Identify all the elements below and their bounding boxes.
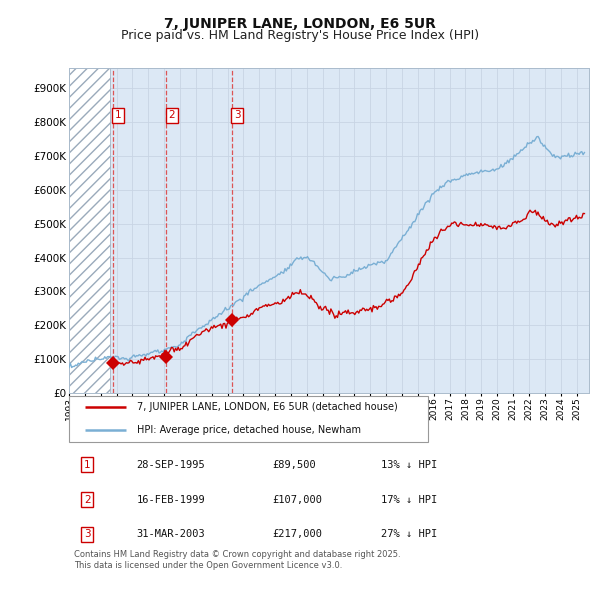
- Text: HPI: Average price, detached house, Newham: HPI: Average price, detached house, Newh…: [137, 425, 361, 435]
- FancyBboxPatch shape: [69, 396, 428, 442]
- Text: 31-MAR-2003: 31-MAR-2003: [137, 529, 205, 539]
- Text: 1: 1: [115, 110, 122, 120]
- Text: 7, JUNIPER LANE, LONDON, E6 5UR: 7, JUNIPER LANE, LONDON, E6 5UR: [164, 17, 436, 31]
- Text: 2: 2: [84, 494, 91, 504]
- Text: 28-SEP-1995: 28-SEP-1995: [137, 460, 205, 470]
- Text: £107,000: £107,000: [272, 494, 322, 504]
- Text: 17% ↓ HPI: 17% ↓ HPI: [381, 494, 437, 504]
- Text: £217,000: £217,000: [272, 529, 322, 539]
- Bar: [69, 68, 110, 393]
- Text: 3: 3: [84, 529, 91, 539]
- Text: 16-FEB-1999: 16-FEB-1999: [137, 494, 205, 504]
- Text: 3: 3: [234, 110, 241, 120]
- Text: £89,500: £89,500: [272, 460, 316, 470]
- Text: Price paid vs. HM Land Registry's House Price Index (HPI): Price paid vs. HM Land Registry's House …: [121, 30, 479, 42]
- Text: 27% ↓ HPI: 27% ↓ HPI: [381, 529, 437, 539]
- Text: Contains HM Land Registry data © Crown copyright and database right 2025.
This d: Contains HM Land Registry data © Crown c…: [74, 550, 401, 570]
- Text: 1: 1: [84, 460, 91, 470]
- Text: 2: 2: [169, 110, 175, 120]
- Text: 13% ↓ HPI: 13% ↓ HPI: [381, 460, 437, 470]
- Text: 7, JUNIPER LANE, LONDON, E6 5UR (detached house): 7, JUNIPER LANE, LONDON, E6 5UR (detache…: [137, 402, 397, 412]
